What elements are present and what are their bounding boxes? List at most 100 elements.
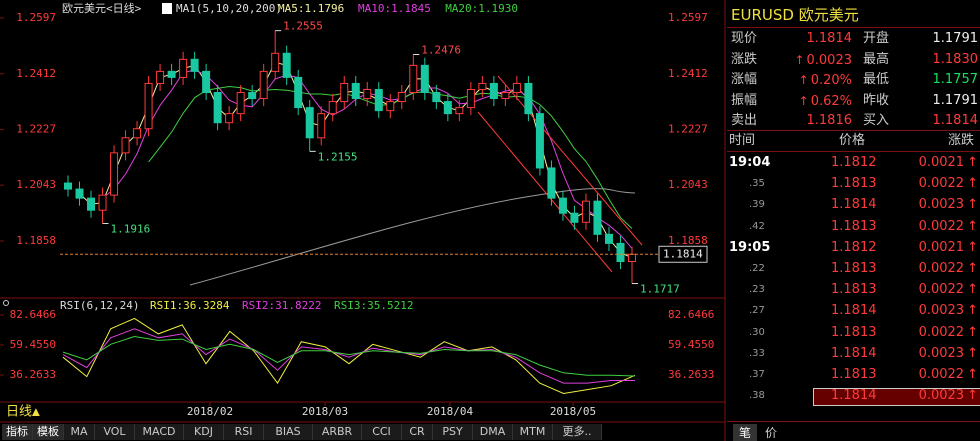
annotation-label: 1.2555 [283, 20, 323, 33]
candle-body [593, 200, 602, 235]
y-tick-label: 1.2597 [668, 11, 708, 24]
tab[interactable]: 价 [765, 426, 778, 440]
toolbar-button[interactable]: 模板 [33, 424, 64, 440]
y-tick-label: 1.2227 [16, 123, 56, 136]
ticks-header: 时间 价格 涨跌 [727, 131, 980, 151]
candle-body [351, 82, 360, 100]
toolbar-button[interactable]: 更多.. [553, 424, 602, 440]
rsi-tick-label: 82.6466 [668, 308, 714, 321]
y-tick-label: 1.1858 [16, 234, 56, 247]
legend-entry: RSI2:31.8222 [242, 299, 321, 312]
toolbar-button[interactable]: VOL [95, 424, 135, 440]
y-tick-label: 1.2597 [16, 11, 56, 24]
trend-line [477, 111, 613, 273]
tick-change: 0.0021 [919, 238, 978, 258]
tick-row: .35 1.1813 0.0022 [727, 174, 980, 194]
candle-body [282, 52, 291, 78]
candle-body [558, 197, 567, 214]
quote-value: 1.1791 [932, 31, 979, 46]
annotation-label: 1.1717 [640, 283, 680, 296]
candle-body [98, 194, 107, 211]
tick-row: 19:04 1.1812 0.0021 [727, 153, 980, 173]
tick-row: .39 1.1814 0.0023 [727, 195, 980, 215]
quote-value: 0.0023 [794, 50, 853, 71]
quote-label: 最低 [863, 72, 890, 87]
toolbar-button[interactable]: MA [64, 424, 95, 440]
tick-price: 1.1813 [831, 218, 877, 234]
quote-value: 1.1757 [932, 72, 979, 87]
candle-body [121, 137, 130, 154]
candle-body [374, 88, 383, 112]
annotation-label: 1.1916 [111, 222, 151, 235]
separator [727, 27, 980, 28]
tick-price: 1.1814 [831, 345, 877, 361]
quote-row: 现价 1.1814 开盘 1.1791 [727, 29, 980, 49]
quote-label: 现价 [731, 31, 758, 46]
toolbar-button[interactable]: ARBR [313, 424, 362, 440]
tick-change: 0.0022 [919, 217, 978, 237]
tick-price: 1.1814 [831, 303, 877, 319]
candle-body [628, 253, 636, 263]
legend-entry: RSI3:35.5212 [334, 299, 413, 312]
candle-body [179, 58, 188, 78]
quote-row: 涨跌 0.0023 最高 1.1830 [727, 50, 980, 70]
tick-change: 0.0022 [919, 174, 978, 194]
quote-label: 昨收 [863, 92, 890, 108]
toolbar-button[interactable]: MTM [513, 424, 553, 440]
quote-panel: EURUSD 欧元美元 现价 1.1814 开盘 1.1791 涨跌 0.0023 最高 1.… [727, 0, 980, 441]
quote-row: 振幅 0.62% 昨收 1.1791 [727, 91, 980, 111]
candle-body [535, 113, 544, 169]
current-price-label: 1.1814 [663, 247, 703, 260]
toolbar-button[interactable]: DMA [473, 424, 513, 440]
candle-body [317, 113, 326, 139]
candle-body [581, 200, 590, 223]
quote-value: 1.1814 [806, 31, 853, 46]
toolbar-button[interactable]: CCI [362, 424, 402, 440]
tick-row: 19:05 1.1812 0.0021 [727, 238, 980, 258]
quote-label: 振幅 [731, 92, 758, 108]
candle-body [259, 70, 268, 100]
candle-body [616, 242, 625, 263]
toolbar-button[interactable]: 指标 [2, 424, 33, 440]
quote-label: 卖出 [731, 113, 758, 128]
toolbar-button[interactable]: BIAS [264, 424, 313, 440]
tick-time: .37 [749, 369, 765, 380]
candle-body [570, 212, 579, 223]
toolbar-button[interactable]: PSY [433, 424, 473, 440]
tick-row: .27 1.1814 0.0023 [727, 301, 980, 321]
quote-label: 开盘 [863, 31, 890, 46]
quote-label: 涨跌 [731, 51, 758, 67]
tick-change: 0.0022 [919, 280, 978, 300]
candle-body [524, 82, 533, 115]
candle-body [64, 182, 72, 190]
tab[interactable]: 笔 [733, 424, 758, 441]
candle-body [167, 70, 176, 78]
toolbar-button[interactable]: KDJ [184, 424, 224, 440]
tick-price: 1.1812 [831, 239, 877, 255]
tick-time: .42 [749, 220, 765, 232]
legend-entry: RSI1:36.3284 [150, 299, 230, 312]
candle-body [75, 188, 84, 199]
tick-row: .23 1.1813 0.0022 [727, 280, 980, 300]
candle-body [432, 92, 441, 103]
trend-line [497, 75, 643, 246]
quote-title: EURUSD 欧元美元 [731, 6, 859, 24]
tick-price: 1.1813 [831, 261, 877, 276]
ma200-line [189, 188, 636, 286]
tick-row: .22 1.1813 0.0022 [727, 259, 980, 279]
y-tick-label: 1.2412 [668, 67, 708, 80]
tick-change: 0.0023 [919, 386, 978, 406]
candle-body [547, 167, 556, 199]
candle-body [397, 92, 406, 103]
toolbar-button[interactable]: CR [402, 424, 433, 440]
indicator-label: MA1(5,10,20,200) [176, 2, 282, 15]
candle-body [328, 101, 337, 115]
chart: 欧元美元<日线> MA1(5,10,20,200) RSI(6,12,24) 日… [0, 0, 726, 441]
candle-body [604, 233, 613, 244]
toolbar-button[interactable]: RSI [224, 424, 264, 440]
tick-change: 0.0023 [919, 195, 978, 215]
toolbar-button[interactable]: MACD [135, 424, 184, 440]
quote-value: 1.1816 [806, 113, 853, 128]
tick-time: .33 [749, 347, 765, 359]
